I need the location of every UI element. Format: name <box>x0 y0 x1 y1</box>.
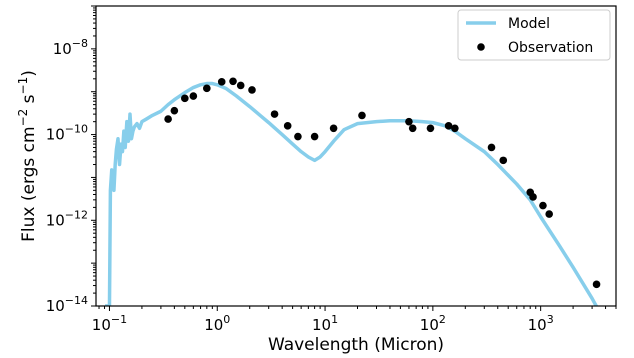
x-tick-label: 102 <box>420 313 446 334</box>
observation-point <box>189 92 198 100</box>
x-tick-label: 100 <box>204 313 230 334</box>
observation-point <box>294 132 302 141</box>
x-axis-title: Wavelength (Micron) <box>268 335 444 355</box>
y-tick-label: 10−14 <box>46 294 88 315</box>
observation-point <box>164 115 172 123</box>
legend: Model Observation <box>457 9 611 61</box>
y-tick-label: 10−12 <box>46 208 88 229</box>
observation-point <box>217 78 226 86</box>
y-axis-title: Flux (ergs cm−2 s−1) <box>16 70 39 242</box>
observation-point <box>358 111 366 120</box>
x-tick-label: 10−1 <box>92 313 127 334</box>
observation-point <box>229 77 237 86</box>
observation-point <box>181 94 189 103</box>
observation-point <box>529 193 537 201</box>
observation-point <box>499 156 508 165</box>
observation-point <box>329 124 338 133</box>
plot-layer <box>104 77 601 306</box>
observation-point <box>203 84 211 93</box>
axis-layer: 10−1 100 101 102 103 10−14 10−12 10−10 10−8 Wavel… <box>16 5 617 355</box>
legend-model-label: Model <box>508 16 550 32</box>
model-line <box>104 81 599 306</box>
observation-point <box>236 81 245 90</box>
legend-observation-swatch <box>477 43 485 51</box>
observation-point <box>283 122 292 130</box>
observation-point <box>444 122 453 130</box>
observation-point <box>539 201 547 210</box>
x-tick-label: 103 <box>528 313 554 334</box>
observation-point <box>487 143 496 152</box>
y-tick-label: 10−10 <box>46 123 88 144</box>
y-tick-label: 10−8 <box>53 37 88 58</box>
observation-point <box>426 124 435 133</box>
observation-point <box>248 86 256 94</box>
legend-observation-label: Observation <box>508 40 593 56</box>
observation-point <box>405 117 413 126</box>
observation-point <box>592 280 601 289</box>
plot-frame <box>95 5 617 307</box>
observation-point <box>451 124 459 133</box>
observation-point <box>545 210 553 218</box>
observation-point <box>408 124 417 133</box>
observation-point <box>170 106 179 115</box>
observation-point <box>270 110 279 118</box>
observation-point <box>310 132 319 141</box>
x-tick-label: 101 <box>312 313 338 334</box>
